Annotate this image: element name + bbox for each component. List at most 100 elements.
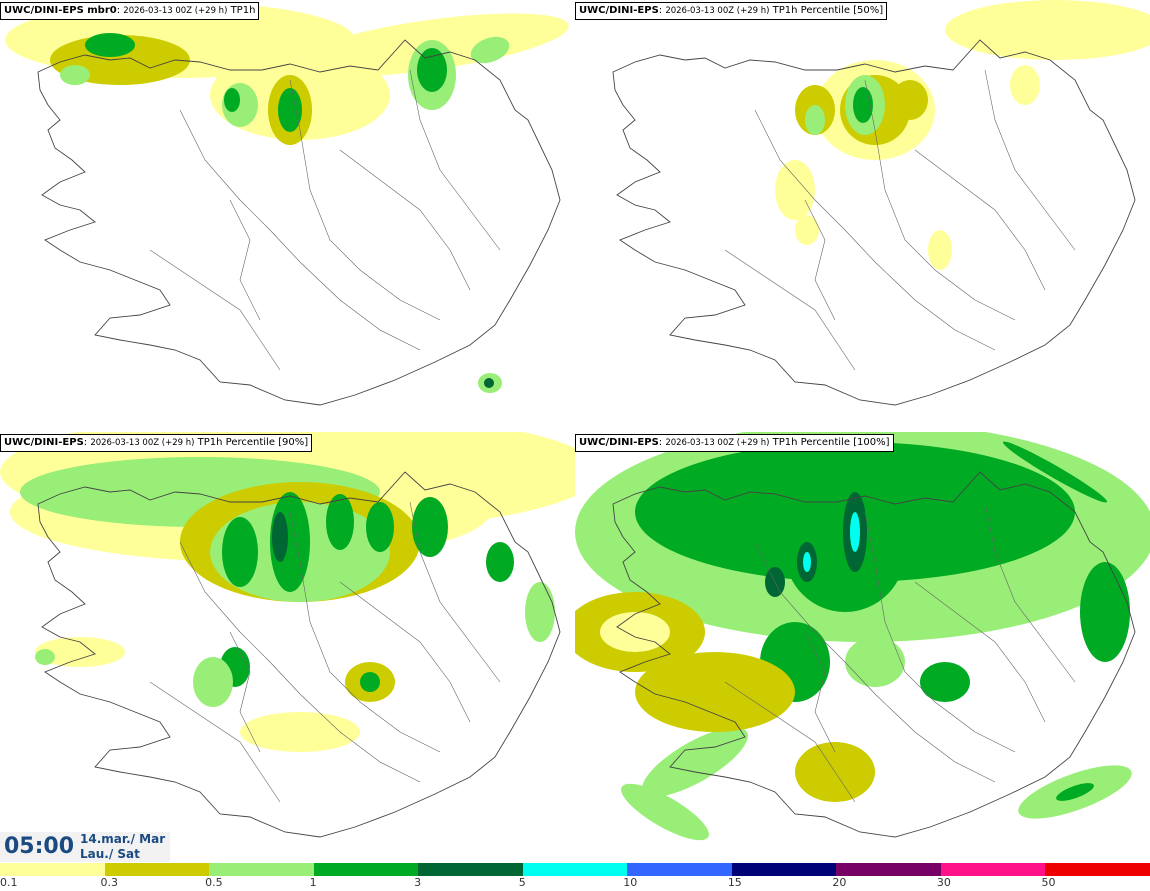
precip-map-p90 (0, 432, 575, 838)
district-border (984, 501, 1076, 683)
precip-area (224, 88, 240, 112)
legend-tick-label: 0.1 (0, 876, 18, 889)
legend-color-10 (1045, 863, 1150, 876)
precip-map-p50 (612, 0, 1150, 406)
precip-area (326, 494, 354, 550)
legend-tick-label: 0.5 (205, 876, 223, 889)
precip-area (240, 712, 360, 752)
district-border (179, 109, 421, 351)
legend-color-1 (104, 863, 210, 876)
precip-map-mbr0 (5, 2, 569, 406)
district-border (289, 79, 441, 321)
precip-area (417, 48, 447, 92)
legend-ticks: 0.1 0.3 0.5 1 3 5 10 15 20 30 50 (0, 876, 1150, 891)
district-border (864, 79, 1016, 321)
precip-area (1080, 562, 1130, 662)
panel-run: 2026-03-13 00Z (+29 h) (665, 438, 770, 448)
precip-area (803, 552, 811, 572)
precip-area (366, 502, 394, 552)
legend-color-0 (0, 863, 106, 876)
district-border (289, 511, 441, 753)
panel-run: 2026-03-13 00Z (+29 h) (665, 6, 770, 16)
valid-time-clock: 05:00 (4, 834, 75, 859)
precip-area (486, 542, 514, 582)
valid-time-date: 14.mar./ Mar Lau./ Sat (80, 832, 165, 862)
panel-model: UWC/DINI-EPS (579, 437, 659, 448)
precip-area (1010, 65, 1040, 105)
panel-title: UWC/DINI-EPS: 2026-03-13 00Z (+29 h) TP1… (575, 434, 894, 452)
precip-area (525, 582, 555, 642)
district-border (984, 69, 1076, 251)
district-border (754, 541, 996, 783)
precip-area (850, 512, 860, 552)
district-border (339, 581, 471, 723)
district-border (149, 249, 281, 371)
district-border (914, 149, 1046, 291)
panel-title: UWC/DINI-EPS mbr0: 2026-03-13 00Z (+29 h… (0, 2, 260, 20)
precip-area (35, 637, 125, 667)
precip-area (484, 378, 494, 388)
precip-area (222, 517, 258, 587)
legend-color-6 (627, 863, 733, 876)
panel-field: TP1h Percentile [50%] (772, 5, 884, 16)
precip-area (1056, 783, 1094, 801)
precip-area (278, 88, 302, 132)
precip-area (920, 662, 970, 702)
legend-tick-label: 0.3 (100, 876, 119, 889)
district-border (409, 69, 501, 251)
legend-tick-label: 50 (1041, 876, 1056, 889)
coastline (612, 39, 1136, 406)
precip-map-p100 (575, 432, 1150, 841)
precip-area (1002, 441, 1108, 503)
valid-time-box: 05:00 14.mar./ Mar Lau./ Sat (0, 832, 170, 862)
precip-area (470, 36, 510, 64)
panel-run: 2026-03-13 00Z (+29 h) (123, 6, 228, 16)
precip-area (805, 105, 825, 135)
legend-tick-label: 30 (936, 876, 951, 889)
district-border (149, 681, 281, 803)
color-legend (0, 863, 1150, 876)
legend-tick-label: 15 (727, 876, 742, 889)
precip-area (845, 637, 905, 687)
legend-color-4 (418, 863, 524, 876)
legend-color-3 (313, 863, 419, 876)
district-border (724, 681, 856, 803)
panel-title: UWC/DINI-EPS: 2026-03-13 00Z (+29 h) TP1… (0, 434, 313, 452)
district-border (754, 109, 996, 351)
precip-area (795, 215, 819, 245)
panel-model: UWC/DINI-EPS (4, 437, 84, 448)
precip-area (35, 649, 55, 665)
panel-field: TP1h (230, 5, 256, 16)
map-panel-p100: UWC/DINI-EPS: 2026-03-13 00Z (+29 h) TP1… (575, 432, 1150, 862)
district-border (804, 199, 836, 321)
precip-area (193, 657, 233, 707)
panel-title: UWC/DINI-EPS: 2026-03-13 00Z (+29 h) TP1… (575, 2, 888, 20)
precip-area (945, 0, 1150, 60)
district-border (724, 249, 856, 371)
precip-area (85, 33, 135, 57)
district-border (864, 511, 1016, 753)
district-border (914, 581, 1046, 723)
precip-area (412, 497, 448, 557)
coastline (37, 471, 561, 838)
district-border (804, 631, 836, 753)
legend-color-9 (940, 863, 1046, 876)
valid-date-line2: Lau./ Sat (80, 847, 140, 861)
precip-area (600, 612, 670, 652)
precip-area (60, 65, 90, 85)
district-border (339, 149, 471, 291)
coastline (612, 471, 1136, 838)
district-border (409, 501, 501, 683)
legend-tick-label: 1 (309, 876, 317, 889)
panel-field: TP1h Percentile [90%] (197, 437, 309, 448)
precip-area (892, 80, 928, 120)
legend-color-8 (836, 863, 942, 876)
legend-tick-label: 3 (414, 876, 422, 889)
panel-model: UWC/DINI-EPS mbr0 (4, 5, 117, 16)
legend-color-7 (731, 863, 837, 876)
panel-model: UWC/DINI-EPS (579, 5, 659, 16)
precip-area (360, 672, 380, 692)
precip-area (272, 512, 288, 562)
panel-field: TP1h Percentile [100%] (772, 437, 890, 448)
legend-tick-label: 20 (832, 876, 847, 889)
